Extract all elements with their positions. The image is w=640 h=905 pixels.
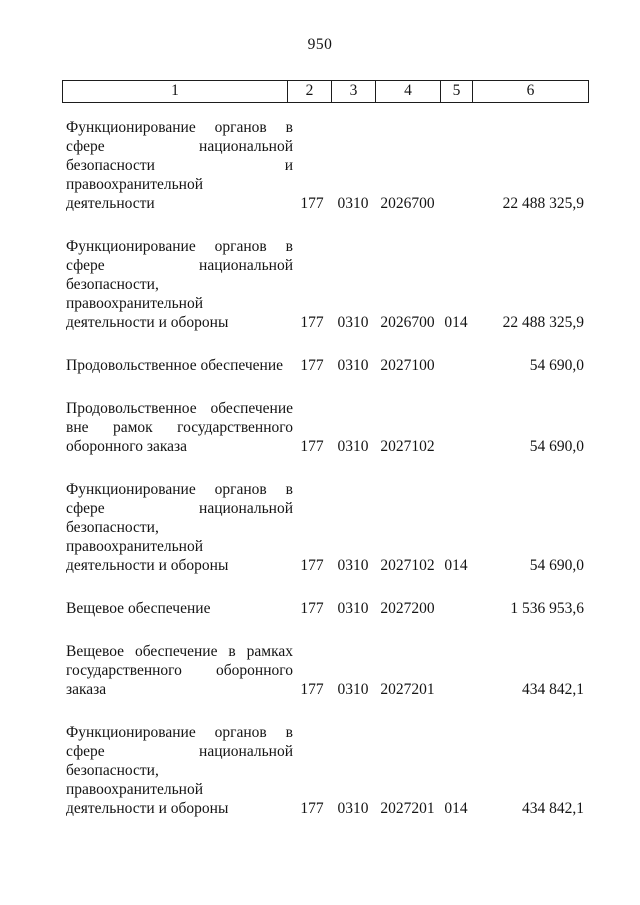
row-name-line: правоохранительной	[66, 538, 204, 555]
row-name-line: Функционирование органов в	[66, 119, 293, 136]
table-row: Вещевое обеспечение в рамках государствен…	[62, 642, 589, 699]
expense-type-code-cell: 014	[444, 557, 468, 574]
row-name-line: деятельности и обороны	[66, 557, 229, 574]
expense-type-code-cell	[440, 599, 472, 618]
amount-cell: 434 842,1	[522, 800, 584, 817]
header-cell-6: 6	[526, 82, 535, 99]
header-cell-5: 5	[441, 81, 473, 102]
row-name-cell: Функционирование органов в сфере национал…	[62, 118, 293, 213]
target-article-code-cell: 2026700	[380, 195, 435, 212]
row-name-cell: Функционирование органов в сфере национал…	[62, 480, 293, 575]
amount-cell: 54 690,0	[529, 357, 584, 374]
table-row: Вещевое обеспечение 177 0310 2027200 1 536 9…	[62, 599, 589, 618]
row-name-line: сфере национальной	[66, 743, 293, 760]
section-code-cell: 0310	[337, 357, 369, 374]
section-code-cell: 0310	[337, 600, 369, 617]
row-name-line: деятельности и обороны	[66, 314, 229, 331]
amount-cell: 54 690,0	[529, 557, 584, 574]
header-cell-4: 4	[376, 81, 441, 102]
section-code-cell: 0310	[337, 800, 369, 817]
target-article-code-cell: 2027100	[380, 357, 435, 374]
row-name-line: безопасности,	[66, 762, 159, 779]
row-name-line: Продовольственное обеспечение	[66, 357, 283, 374]
amount-cell: 1 536 953,6	[510, 600, 584, 617]
row-name-cell: Продовольственное обеспечение вне рамок г…	[62, 399, 293, 456]
expense-type-code-cell	[440, 642, 472, 699]
row-name-line: правоохранительной	[66, 295, 204, 312]
chief-administrator-code-cell: 177	[300, 557, 324, 574]
expense-type-code-cell	[440, 118, 472, 213]
table-row: Продовольственное обеспечение 177 0310 2027…	[62, 356, 589, 375]
section-code-cell: 0310	[337, 438, 369, 455]
row-name-line: сфере национальной	[66, 500, 293, 517]
row-name-line: деятельности	[66, 195, 155, 212]
row-name-line: государственного оборонного	[66, 662, 293, 679]
row-name-line: Вещевое обеспечение	[66, 600, 211, 617]
amount-cell: 54 690,0	[529, 438, 584, 455]
chief-administrator-code-cell: 177	[300, 800, 324, 817]
header-cell-2: 2	[288, 81, 332, 102]
table-row: Продовольственное обеспечение вне рамок г…	[62, 399, 589, 456]
row-name-cell: Функционирование органов в сфере национал…	[62, 723, 293, 818]
row-name-cell: Вещевое обеспечение	[62, 599, 293, 618]
table-row: Функционирование органов в сфере национал…	[62, 118, 589, 213]
amount-cell: 22 488 325,9	[502, 195, 584, 212]
row-name-line: безопасности,	[66, 276, 159, 293]
section-code-cell: 0310	[337, 681, 369, 698]
amount-cell: 22 488 325,9	[502, 314, 584, 331]
row-name-line: безопасности,	[66, 519, 159, 536]
row-name-cell: Вещевое обеспечение в рамках государствен…	[62, 642, 293, 699]
table-body: Функционирование органов в сфере национал…	[62, 118, 589, 818]
section-code-cell: 0310	[337, 557, 369, 574]
target-article-code-cell: 2027102	[380, 557, 435, 574]
row-name-line: деятельности и обороны	[66, 800, 229, 817]
target-article-code-cell: 2027201	[380, 681, 435, 698]
row-name-line: правоохранительной	[66, 781, 204, 798]
expense-type-code-cell: 014	[444, 314, 468, 331]
row-name-line: правоохранительной	[66, 176, 204, 193]
row-name-line: Функционирование органов в	[66, 238, 293, 255]
row-name-line: сфере национальной	[66, 257, 293, 274]
row-name-cell: Функционирование органов в сфере национал…	[62, 237, 293, 332]
target-article-code-cell: 2027201	[380, 800, 435, 817]
chief-administrator-code-cell: 177	[300, 314, 324, 331]
expense-type-code-cell: 014	[444, 800, 468, 817]
section-code-cell: 0310	[337, 314, 369, 331]
chief-administrator-code-cell: 177	[300, 195, 324, 212]
table-row: Функционирование органов в сфере национал…	[62, 723, 589, 818]
row-name-line: Вещевое обеспечение в рамках	[66, 643, 293, 660]
target-article-code-cell: 2027102	[380, 438, 435, 455]
header-cell-3: 3	[332, 81, 376, 102]
row-name-line: безопасности и	[66, 157, 293, 174]
page-number: 950	[307, 36, 333, 53]
row-name-line: Функционирование органов в	[66, 724, 293, 741]
row-name-line: заказа	[66, 681, 107, 698]
row-name-line: оборонного заказа	[66, 438, 188, 455]
row-name-line: вне рамок государственного	[66, 419, 293, 436]
target-article-code-cell: 2027200	[380, 600, 435, 617]
row-name-line: Продовольственное обеспечение	[66, 400, 293, 417]
expense-type-code-cell	[440, 399, 472, 456]
chief-administrator-code-cell: 177	[300, 600, 324, 617]
table-row: Функционирование органов в сфере национал…	[62, 237, 589, 332]
chief-administrator-code-cell: 177	[300, 681, 324, 698]
amount-cell: 434 842,1	[522, 681, 584, 698]
row-name-line: сфере национальной	[66, 138, 293, 155]
table-row: Функционирование органов в сфере национал…	[62, 480, 589, 575]
chief-administrator-code-cell: 177	[300, 438, 324, 455]
row-name-line: Функционирование органов в	[66, 481, 293, 498]
section-code-cell: 0310	[337, 195, 369, 212]
expense-type-code-cell	[440, 356, 472, 375]
target-article-code-cell: 2026700	[380, 314, 435, 331]
header-cell-1: 1	[63, 81, 288, 102]
chief-administrator-code-cell: 177	[300, 357, 324, 374]
row-name-cell: Продовольственное обеспечение	[62, 356, 293, 375]
